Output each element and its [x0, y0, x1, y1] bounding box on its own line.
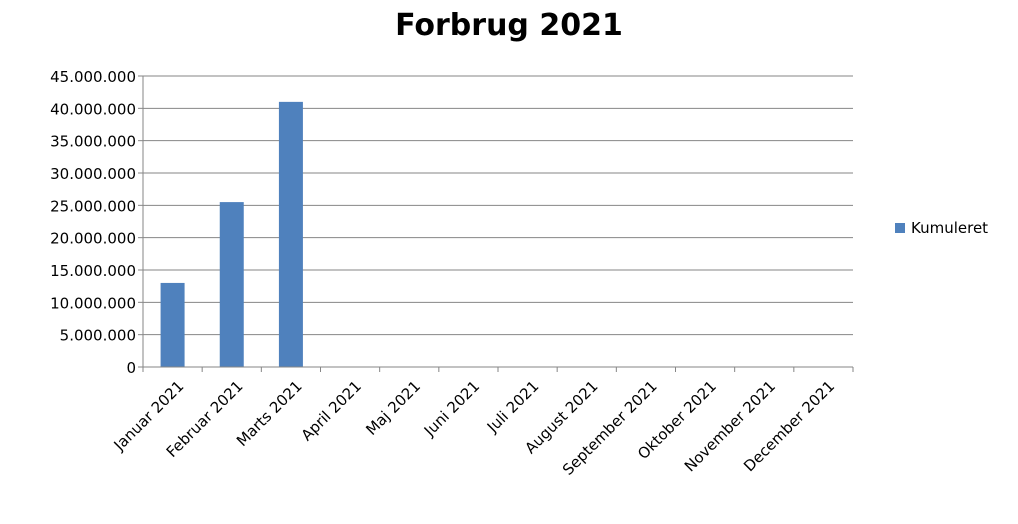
- bar-januar-2021: [160, 282, 185, 367]
- y-tick-label: 40.000.000: [50, 100, 136, 118]
- x-tick-label: April 2021: [298, 377, 365, 444]
- y-axis-tick-labels: 0 5.000.000 10.000.000 15.000.000 20.000.000…: [50, 68, 136, 377]
- y-tick-label: 15.000.000: [50, 262, 136, 280]
- bar-marts-2021: [278, 101, 303, 367]
- x-tick-label: Juli 2021: [483, 377, 543, 437]
- y-tick-label: 5.000.000: [60, 327, 136, 345]
- axes: [138, 76, 854, 372]
- legend: Kumuleret: [895, 219, 988, 237]
- y-tick-label: 20.000.000: [50, 230, 136, 248]
- y-tick-label: 30.000.000: [50, 165, 136, 183]
- bar-februar-2021: [219, 202, 244, 367]
- y-tick-label: 0: [126, 359, 136, 377]
- x-tick-label: Maj 2021: [362, 377, 424, 439]
- chart-title: Forbrug 2021: [395, 8, 623, 43]
- y-tick-label: 45.000.000: [50, 68, 136, 86]
- legend-swatch-kumuleret: [895, 223, 905, 233]
- bars: [160, 101, 303, 367]
- gridlines: [138, 75, 853, 368]
- x-tick-label: Juni 2021: [420, 377, 483, 440]
- y-tick-label: 25.000.000: [50, 197, 136, 215]
- y-tick-label: 35.000.000: [50, 133, 136, 151]
- legend-label-kumuleret: Kumuleret: [911, 219, 988, 237]
- y-tick-label: 10.000.000: [50, 294, 136, 312]
